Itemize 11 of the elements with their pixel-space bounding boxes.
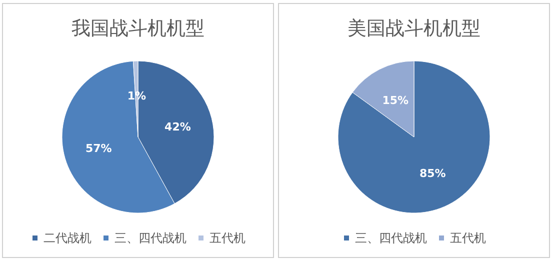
data-label: 42% xyxy=(164,120,191,134)
legend-label: 五代机 xyxy=(450,231,486,245)
data-label: 15% xyxy=(382,94,409,107)
chart-title: 美国战斗机机型 xyxy=(348,18,480,40)
legend-label: 三、四代战机 xyxy=(114,231,186,245)
chart-title: 我国战斗机机型 xyxy=(72,18,204,40)
data-label: 57% xyxy=(85,142,112,155)
legend-label: 五代机 xyxy=(210,231,246,245)
data-label: 85% xyxy=(419,167,446,180)
legend-label: 二代战机 xyxy=(44,231,92,245)
legend-label: 三、四代战机 xyxy=(355,231,427,245)
